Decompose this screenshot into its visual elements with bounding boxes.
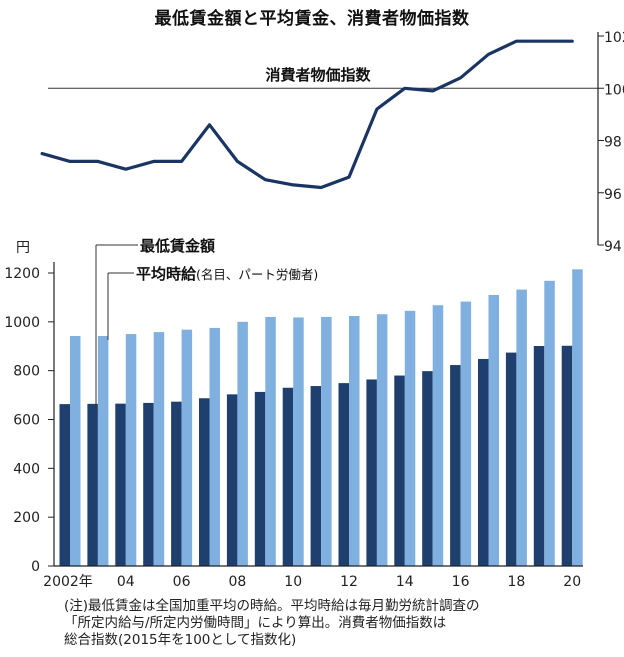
avg-wage-bar-2007 <box>209 327 220 566</box>
avg-wage-bar-2012 <box>349 315 360 566</box>
footnote-line-1: (注)最低賃金は全国加重平均の時給。平均時給は毎月勤労統計調査の <box>64 598 480 614</box>
footnote: (注)最低賃金は全国加重平均の時給。平均時給は毎月勤労統計調査の 「所定内給与/… <box>64 598 564 649</box>
bar-y-tick-label: 1000 <box>4 315 40 331</box>
avg-wage-bar-2018 <box>516 289 527 566</box>
avg-wage-bar-2009 <box>265 316 276 566</box>
cpi-y-tick-label: 96 <box>604 187 622 203</box>
min-wage-bar-2020 <box>561 345 573 566</box>
legend-label-avg-wage: 平均時給(名目、パート労働者) <box>136 265 318 283</box>
cpi-series-label: 消費者物価指数 <box>265 66 371 84</box>
footnote-line-3: 総合指数(2015年を100として指数化) <box>64 632 297 648</box>
bar-x-tick-label: 12 <box>340 574 358 590</box>
min-wage-bar-2010 <box>282 387 294 566</box>
bar-x-tick-label: 16 <box>452 574 470 590</box>
min-wage-bar-2014 <box>394 375 405 566</box>
bar-x-tick-label: 14 <box>396 574 414 590</box>
bar-y-tick-label: 600 <box>13 413 40 429</box>
bar-x-tick-label: 04 <box>117 574 135 590</box>
wage-bar-chart: 0 200 400 600 800 1000 1200 円 2002年 04 06 08 10 12 14 1… <box>4 237 583 590</box>
legend-label-min-wage: 最低賃金額 <box>140 237 215 255</box>
cpi-y-tick-label: 102 <box>604 30 624 46</box>
min-wage-bar-2004 <box>115 403 126 566</box>
bar-y-tick-label: 800 <box>13 364 40 380</box>
min-wage-bar-2015 <box>422 371 433 566</box>
bar-y-axis-label: 円 <box>16 240 30 256</box>
bar-y-tick-label: 0 <box>31 559 40 575</box>
min-wage-bar-2002 <box>59 404 70 566</box>
chart-title: 最低賃金額と平均賃金、消費者物価指数 <box>154 9 470 29</box>
min-wage-bar-2019 <box>533 346 545 566</box>
avg-wage-bar-2008 <box>237 321 248 566</box>
bar-x-tick-label: 2002年 <box>43 574 93 590</box>
avg-wage-bar-2003 <box>97 335 109 566</box>
bar-y-tick-label: 1200 <box>4 266 40 282</box>
cpi-y-tick-label: 98 <box>604 135 622 151</box>
min-wage-bar-2007 <box>199 398 210 566</box>
cpi-y-tick-label: 100 <box>604 82 624 98</box>
min-wage-bar-2016 <box>450 365 461 566</box>
avg-wage-bar-2014 <box>404 310 416 566</box>
cpi-series-line <box>40 39 574 190</box>
bar-x-tick-label: 08 <box>228 574 246 590</box>
avg-wage-bar-2004 <box>125 334 137 566</box>
cpi-y-tick-label: 94 <box>604 239 622 255</box>
avg-wage-bar-2015 <box>432 305 444 566</box>
avg-wage-bar-2017 <box>488 294 499 566</box>
avg-wage-bar-2019 <box>544 280 555 566</box>
min-wage-bar-2018 <box>505 352 517 566</box>
min-wage-bar-2009 <box>254 391 266 566</box>
min-wage-bar-2012 <box>338 383 349 566</box>
avg-wage-bar-2006 <box>181 329 193 566</box>
min-wage-bar-2013 <box>366 379 377 566</box>
bar-y-tick-label: 200 <box>13 510 40 526</box>
bar-x-tick-label: 18 <box>507 574 525 590</box>
min-wage-bar-2006 <box>171 401 182 566</box>
legend-label-avg-wage-note: (名目、パート労働者) <box>196 267 318 282</box>
bar-x-tick-label: 06 <box>173 574 191 590</box>
cpi-line-chart: 94 96 98 100 102 消費者物価指数 <box>40 30 624 255</box>
avg-wage-bar-2016 <box>460 301 472 566</box>
avg-wage-bar-2010 <box>293 317 304 566</box>
min-wage-bar-2017 <box>478 358 489 566</box>
avg-wage-bar-2005 <box>153 332 165 566</box>
avg-wage-bar-2020 <box>572 269 583 566</box>
min-wage-bar-2011 <box>310 386 322 566</box>
footnote-line-2: 「所定内給与/所定内労働時間」により算出。消費者物価指数は <box>64 615 447 631</box>
bar-x-tick-label: 20 <box>563 574 581 590</box>
min-wage-bar-2003 <box>87 403 98 566</box>
bar-y-tick-label: 400 <box>13 461 40 477</box>
avg-wage-bar-2002 <box>70 335 81 566</box>
min-wage-bar-2005 <box>143 402 154 566</box>
bar-x-tick-label: 10 <box>284 574 302 590</box>
legend-label-avg-wage-name: 平均時給 <box>136 265 197 283</box>
avg-wage-bar-2013 <box>376 314 388 566</box>
min-wage-bar-2008 <box>226 394 238 566</box>
avg-wage-bar-2011 <box>321 316 332 566</box>
